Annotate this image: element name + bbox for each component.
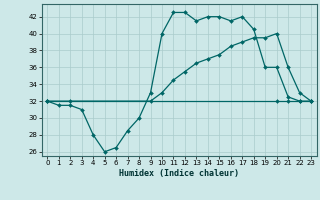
- X-axis label: Humidex (Indice chaleur): Humidex (Indice chaleur): [119, 169, 239, 178]
